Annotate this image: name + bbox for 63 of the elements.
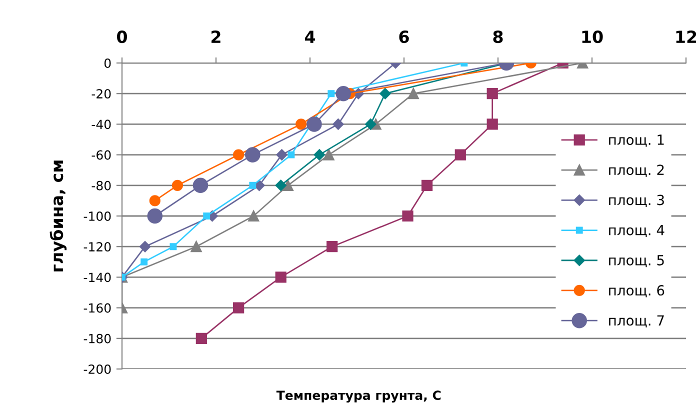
y-axis-title: глубина, см — [50, 160, 67, 272]
point — [245, 147, 260, 162]
legend-label: площ. 4 — [609, 225, 664, 238]
legend-label: площ. 3 — [609, 194, 664, 207]
y-tick-label: -120 — [84, 242, 111, 252]
point — [233, 302, 244, 314]
y-tick-label: -100 — [84, 211, 111, 221]
legend-label: площ. 5 — [609, 255, 664, 268]
point — [336, 86, 352, 102]
point — [249, 182, 256, 189]
point — [147, 208, 163, 224]
legend-label: площ. 7 — [609, 315, 664, 328]
x-tick-label: 10 — [582, 30, 603, 44]
y-tick-label: -200 — [84, 364, 111, 374]
point — [332, 118, 344, 130]
point — [196, 332, 207, 344]
y-tick-label: -40 — [92, 120, 111, 130]
y-tick-label: -140 — [84, 272, 111, 282]
point — [326, 241, 338, 252]
y-tick-label: -20 — [92, 89, 111, 99]
y-tick-label: 0 — [104, 58, 111, 68]
point — [421, 180, 433, 191]
y-tick-label: -60 — [92, 150, 111, 160]
point — [276, 149, 288, 160]
point — [296, 118, 307, 130]
y-tick-label: -180 — [84, 334, 111, 344]
point — [402, 210, 414, 222]
point — [149, 195, 160, 206]
point — [190, 241, 202, 252]
point — [306, 116, 322, 132]
point — [203, 212, 210, 220]
x-tick-label: 4 — [304, 30, 316, 43]
point — [454, 149, 466, 160]
x-tick-label: 0 — [117, 30, 127, 44]
point — [365, 118, 376, 130]
point — [486, 118, 498, 130]
legend-label: площ. 2 — [609, 164, 664, 177]
x-axis-title: Температура грунта, С — [276, 390, 441, 403]
legend-label: площ. 1 — [609, 134, 664, 147]
x-tick-label: 6 — [399, 30, 409, 44]
point — [275, 272, 286, 283]
y-tick-label: -160 — [84, 303, 111, 313]
point — [408, 88, 419, 100]
point — [314, 149, 326, 160]
point — [233, 149, 244, 160]
point — [172, 180, 184, 191]
point — [328, 90, 335, 98]
point — [380, 88, 391, 100]
x-tick-label: 12 — [676, 30, 696, 43]
point — [323, 149, 334, 160]
point — [288, 151, 295, 158]
x-tick-label: 8 — [493, 30, 503, 44]
legend-label: площ. 6 — [609, 285, 664, 298]
point — [170, 243, 177, 250]
point — [192, 178, 208, 194]
y-tick-label: -80 — [92, 180, 111, 190]
point — [140, 258, 148, 266]
point — [248, 210, 260, 222]
point — [282, 180, 294, 191]
point — [139, 240, 151, 252]
point — [486, 88, 498, 100]
point — [275, 180, 286, 192]
x-tick-label: 2 — [212, 30, 220, 43]
